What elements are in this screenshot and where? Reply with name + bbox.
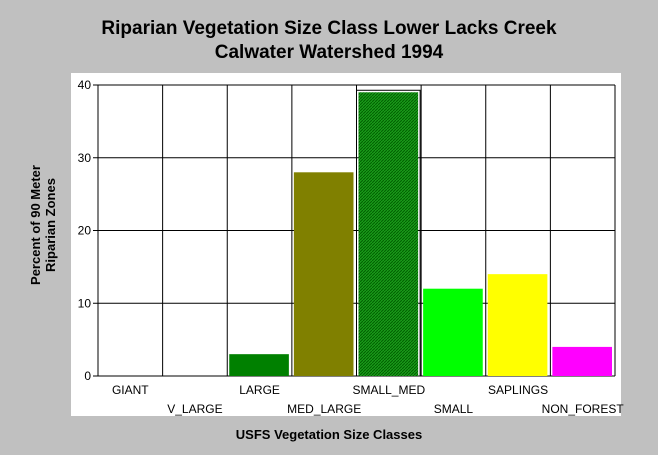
- x-axis-ticks: GIANT V_LARGE LARGE MED_LARGE SMALL_MED SMALL…: [112, 383, 624, 416]
- x-tick-label-non-forest: NON_FOREST: [542, 402, 625, 416]
- x-tick-label-med-large: MED_LARGE: [287, 402, 361, 416]
- y-axis-title: Percent of 90 Meter Riparian Zones: [28, 165, 58, 285]
- x-axis-title: USFS Vegetation Size Classes: [236, 427, 422, 442]
- chart-title: Riparian Vegetation Size Class Lower Lac…: [101, 18, 557, 39]
- x-tick-label-saplings: SAPLINGS: [488, 383, 548, 397]
- y-tick-label-0: 0: [84, 369, 91, 383]
- y-tick-label-20: 20: [78, 224, 92, 238]
- bar-saplings[interactable]: [487, 274, 548, 376]
- x-tick-label-small-med: SMALL_MED: [352, 383, 425, 397]
- bars: [229, 89, 612, 377]
- x-tick-label-giant: GIANT: [112, 383, 149, 397]
- bar-large[interactable]: [229, 354, 289, 376]
- bar-small[interactable]: [423, 288, 483, 376]
- y-axis-ticks: 0 10 20 30 40: [78, 78, 98, 383]
- x-tick-label-v-large: V_LARGE: [167, 402, 222, 416]
- bar-med-large[interactable]: [293, 172, 354, 376]
- y-axis-title-line-2: Riparian Zones: [43, 178, 58, 272]
- chart-subtitle: Calwater Watershed 1994: [215, 42, 444, 63]
- bar-non-forest[interactable]: [552, 346, 612, 376]
- y-axis-title-line-1: Percent of 90 Meter: [28, 165, 43, 285]
- x-tick-label-small: SMALL: [434, 402, 474, 416]
- x-tick-label-large: LARGE: [239, 383, 280, 397]
- bar-small-med[interactable]: [358, 92, 419, 377]
- y-tick-label-10: 10: [78, 296, 92, 310]
- y-tick-label-30: 30: [78, 151, 92, 165]
- y-tick-label-40: 40: [78, 78, 92, 92]
